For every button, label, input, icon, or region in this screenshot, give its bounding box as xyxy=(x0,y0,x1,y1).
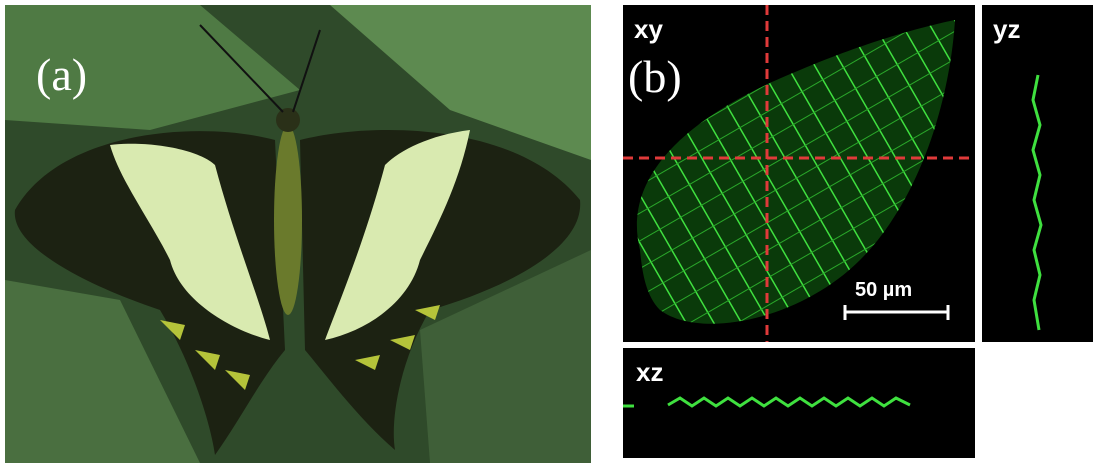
panel-label: (a) xyxy=(36,49,87,100)
view-label: xz xyxy=(636,357,663,387)
head xyxy=(276,108,300,132)
panel-b: (b) xy 50 µm yz xz xyxy=(620,0,1093,458)
body xyxy=(274,125,302,315)
scale-bar-label: 50 µm xyxy=(855,279,912,301)
panel-label: (b) xyxy=(628,51,682,102)
view-label: yz xyxy=(993,14,1020,44)
panel-a: (a) xyxy=(5,5,591,463)
xz-view xyxy=(623,348,975,458)
view-label: xy xyxy=(634,14,663,44)
figure: (a) (b) xy 50 µm yz xz xyxy=(0,0,1099,466)
